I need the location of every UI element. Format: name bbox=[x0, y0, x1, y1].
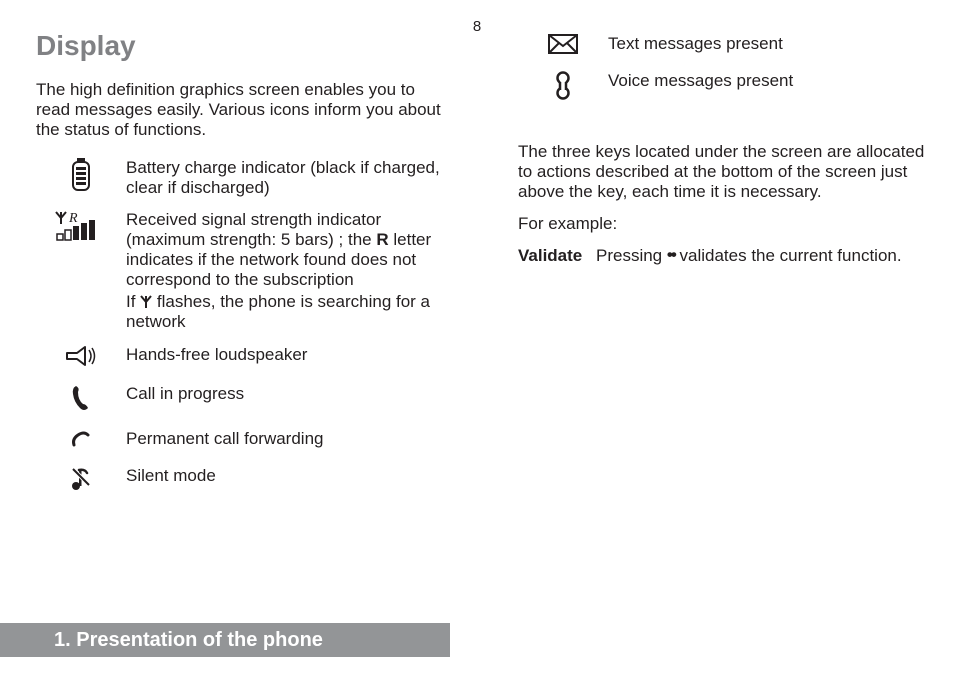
example-text-post: validates the current function. bbox=[675, 246, 902, 265]
signal-line2-pre: If bbox=[126, 292, 140, 311]
signal-desc-line2: If flashes, the phone is searching for a… bbox=[126, 292, 446, 332]
envelope-desc: Text messages present bbox=[608, 30, 928, 67]
icon-list-left: Battery charge indicator (black if charg… bbox=[36, 154, 446, 504]
silent-icon bbox=[36, 462, 126, 505]
signal-desc: Received signal strength indicator (maxi… bbox=[126, 206, 446, 340]
icon-row-call: Call in progress bbox=[36, 380, 446, 425]
intro-paragraph: The high definition graphics screen enab… bbox=[36, 80, 446, 140]
icon-row-forward: Permanent call forwarding bbox=[36, 425, 446, 462]
left-column: Display The high definition graphics scr… bbox=[36, 30, 446, 505]
antenna-inline-icon bbox=[140, 295, 152, 309]
footer-title: 1. Presentation of the phone bbox=[54, 629, 323, 652]
example-text-pre: Pressing bbox=[596, 246, 667, 265]
icon-row-voicemail: Voice messages present bbox=[518, 67, 928, 114]
footer-bar: 1. Presentation of the phone bbox=[0, 623, 450, 657]
loudspeaker-desc: Hands-free loudspeaker bbox=[126, 341, 446, 380]
battery-desc: Battery charge indicator (black if charg… bbox=[126, 154, 446, 206]
signal-icon: R bbox=[36, 206, 126, 340]
example-text: Pressing •• validates the current functi… bbox=[596, 246, 928, 267]
right-column: Text messages present Voice messages pre… bbox=[518, 30, 928, 267]
silent-desc: Silent mode bbox=[126, 462, 446, 505]
icon-row-envelope: Text messages present bbox=[518, 30, 928, 67]
voicemail-icon bbox=[518, 67, 608, 114]
example-label: Validate bbox=[518, 246, 596, 267]
for-example-label: For example: bbox=[518, 214, 928, 234]
section-heading: Display bbox=[36, 30, 446, 62]
battery-icon bbox=[36, 154, 126, 206]
icon-list-right: Text messages present Voice messages pre… bbox=[518, 30, 928, 114]
signal-line2-post: flashes, the phone is searching for a ne… bbox=[126, 292, 430, 331]
softkey-dots-icon: •• bbox=[667, 245, 675, 265]
page-number: 8 bbox=[473, 18, 481, 35]
right-paragraph: The three keys located under the screen … bbox=[518, 142, 928, 202]
icon-row-signal: R Received signal strength indicator (ma… bbox=[36, 206, 446, 340]
signal-desc-pre: Received signal strength indicator (maxi… bbox=[126, 210, 381, 249]
voicemail-desc: Voice messages present bbox=[608, 67, 928, 114]
call-desc: Call in progress bbox=[126, 380, 446, 425]
icon-row-silent: Silent mode bbox=[36, 462, 446, 505]
svg-text:R: R bbox=[68, 211, 78, 226]
page: 8 Display The high definition graphics s… bbox=[0, 0, 954, 677]
example-row: Validate Pressing •• validates the curre… bbox=[518, 246, 928, 267]
loudspeaker-icon bbox=[36, 341, 126, 380]
icon-row-battery: Battery charge indicator (black if charg… bbox=[36, 154, 446, 206]
icon-row-loudspeaker: Hands-free loudspeaker bbox=[36, 341, 446, 380]
signal-desc-bold: R bbox=[376, 230, 388, 249]
envelope-icon bbox=[518, 30, 608, 67]
forward-desc: Permanent call forwarding bbox=[126, 425, 446, 462]
forward-icon bbox=[36, 425, 126, 462]
call-icon bbox=[36, 380, 126, 425]
